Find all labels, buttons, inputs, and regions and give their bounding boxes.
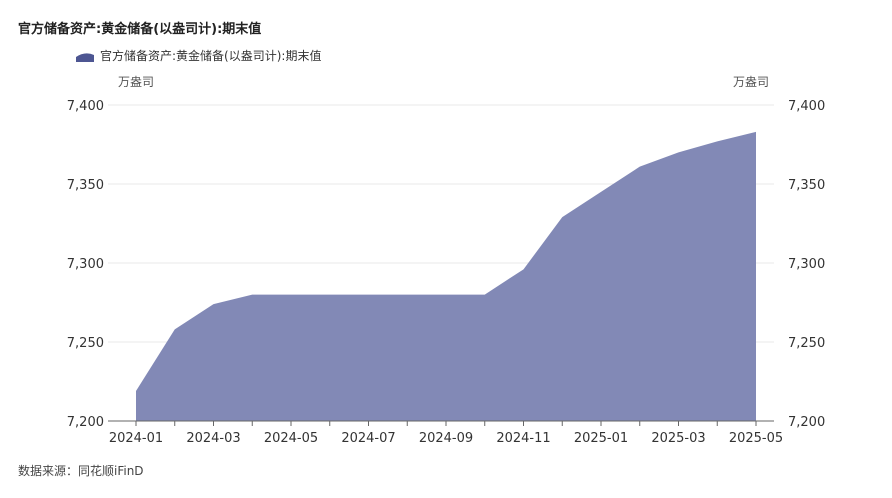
- data-point: [639, 166, 640, 167]
- data-point: [717, 141, 718, 142]
- legend-area-icon: [76, 51, 94, 62]
- data-source: 数据来源：同花顺iFinD: [18, 464, 144, 478]
- y-tick-label-right: 7,200: [788, 415, 825, 430]
- x-tick-label: 2024-09: [419, 431, 473, 446]
- y-tick-label-right: 7,400: [788, 99, 825, 114]
- y-tick-label-right: 7,300: [788, 257, 825, 272]
- x-tick-label: 2024-11: [496, 431, 550, 446]
- chart-legend[interactable]: 官方储备资产:黄金储备(以盎司计):期末值: [76, 47, 321, 64]
- y-tick-label-left: 7,400: [67, 99, 104, 114]
- x-tick-label: 2024-01: [109, 431, 163, 446]
- series-area: [136, 131, 756, 422]
- right-axis-unit: 万盎司: [733, 75, 770, 89]
- y-tick-label-left: 7,250: [67, 336, 104, 351]
- x-tick-label: 2024-03: [186, 431, 240, 446]
- data-point: [484, 294, 485, 295]
- data-point: [368, 294, 369, 295]
- data-point: [756, 131, 757, 132]
- data-point: [291, 294, 292, 295]
- y-tick-label-right: 7,250: [788, 336, 825, 351]
- data-point: [678, 152, 679, 153]
- y-tick-label-left: 7,300: [67, 257, 104, 272]
- data-point: [213, 304, 214, 305]
- data-point: [329, 294, 330, 295]
- x-tick-label: 2025-05: [729, 431, 783, 446]
- data-point: [523, 269, 524, 270]
- data-point: [174, 329, 175, 330]
- data-point: [136, 390, 137, 391]
- data-point: [252, 294, 253, 295]
- x-tick-label: 2025-01: [574, 431, 628, 446]
- chart-title: 官方储备资产:黄金储备(以盎司计):期末值: [18, 22, 262, 37]
- x-tick-label: 2024-05: [264, 431, 318, 446]
- data-point: [601, 191, 602, 192]
- x-tick-label: 2025-03: [651, 431, 705, 446]
- left-axis-unit: 万盎司: [118, 75, 155, 89]
- data-point: [562, 217, 563, 218]
- legend-label: 官方储备资产:黄金储备(以盎司计):期末值: [100, 49, 322, 63]
- y-tick-label-right: 7,350: [788, 178, 825, 193]
- y-tick-label-left: 7,200: [67, 415, 104, 430]
- x-tick-label: 2024-07: [341, 431, 395, 446]
- data-point: [407, 294, 408, 295]
- data-point: [446, 294, 447, 295]
- y-tick-label-left: 7,350: [67, 178, 104, 193]
